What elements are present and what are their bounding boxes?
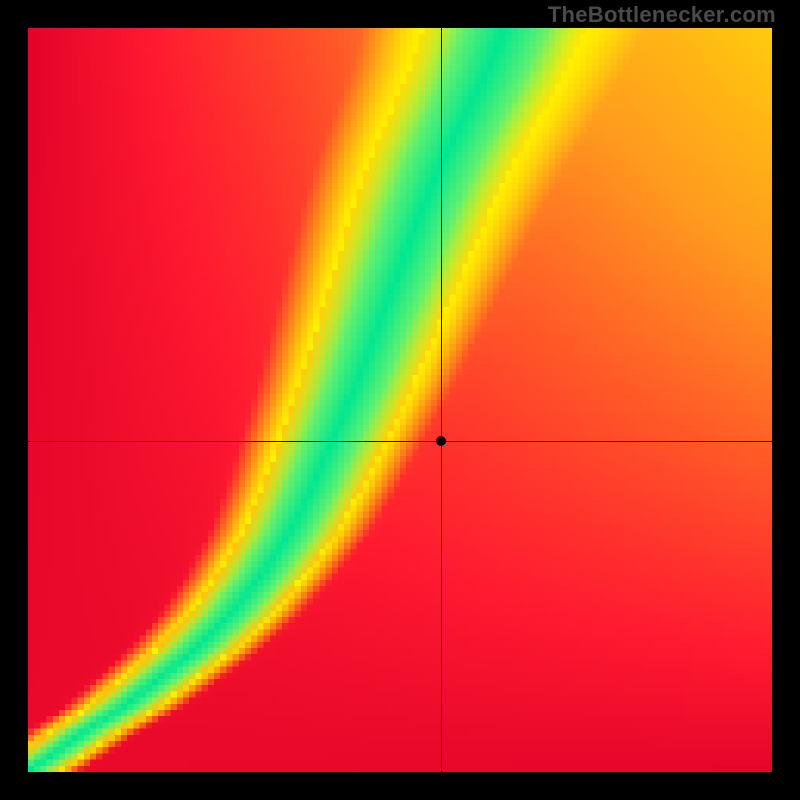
heatmap-canvas [28,28,772,772]
heatmap-plot [28,28,772,772]
watermark-text: TheBottlenecker.com [548,2,776,28]
crosshair-marker [436,436,446,446]
crosshair-vertical [441,28,442,772]
crosshair-horizontal [28,441,772,442]
